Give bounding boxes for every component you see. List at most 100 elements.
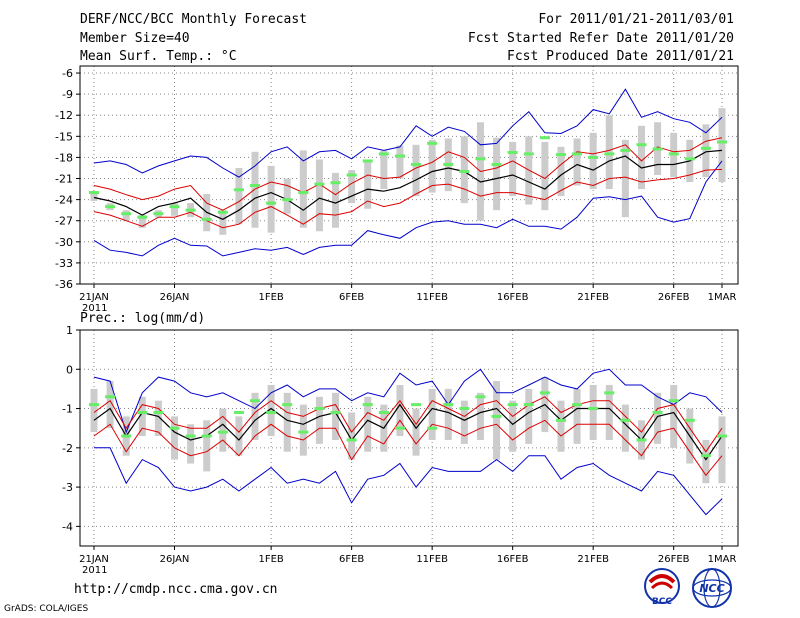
temp-variable-label: Mean Surf. Temp.: °C — [80, 49, 237, 64]
observed-mark — [717, 140, 727, 144]
ensemble-box — [283, 392, 291, 452]
chart-1-group: -6 -9 -12 -15 -18 -21 -24 -27 -30 -33 -36 21JAN 26JA… — [55, 65, 739, 326]
observed-mark — [394, 154, 405, 158]
observed-mark — [668, 399, 679, 403]
ensemble-box — [299, 150, 307, 228]
observed-mark — [314, 182, 325, 186]
observed-mark — [652, 410, 663, 414]
chart-2-group: 1 0 -1 -2 -3 -4 21JAN 26JAN 1FEB 6FEB 11FEB 16FEB 21… — [62, 324, 739, 576]
ensemble-box — [251, 151, 259, 228]
ensemble-box — [235, 416, 243, 456]
y-tick-label: -30 — [55, 236, 73, 249]
ensemble-box — [702, 124, 710, 178]
x-tick-label: 26FEB — [658, 292, 690, 303]
year-label: 2011 — [82, 565, 107, 576]
ensemble-box — [380, 150, 388, 190]
ensemble-box — [348, 412, 356, 460]
ensemble-box — [171, 416, 179, 460]
observed-mark — [346, 173, 357, 177]
observed-mark — [700, 146, 711, 150]
ensemble-box — [219, 408, 227, 452]
ensemble-box — [154, 400, 162, 437]
ensemble-box — [509, 141, 517, 197]
x-tick-label: 21FEB — [577, 554, 609, 565]
plot-frame — [79, 65, 739, 285]
ensemble-mean-line — [93, 403, 723, 461]
x-tick-label: 1MAR — [708, 554, 737, 565]
ensemble-box — [412, 144, 420, 197]
min-line — [94, 447, 723, 516]
observed-mark — [362, 159, 373, 163]
y-tick-label: -4 — [62, 520, 73, 533]
observed-mark — [459, 169, 470, 173]
observed-mark — [411, 403, 422, 407]
bcc-logo-text: BCC — [652, 597, 672, 607]
website-url[interactable]: http://cmdp.ncc.cma.gov.cn — [74, 582, 278, 597]
ensemble-box — [219, 210, 227, 235]
ensemble-box — [235, 167, 243, 225]
observed-mark — [201, 434, 212, 438]
ensemble-box — [493, 381, 501, 460]
observed-mark — [604, 152, 615, 156]
bcc-logo: BCC — [644, 568, 680, 607]
observed-mark — [121, 212, 132, 216]
ensemble-box — [428, 139, 436, 193]
y-tick-label: -15 — [55, 130, 73, 143]
observed-mark — [604, 391, 615, 395]
observed-mark — [169, 205, 180, 209]
y-tick-label: -36 — [55, 278, 73, 291]
ensemble-box — [122, 210, 130, 221]
ensemble-box — [283, 178, 291, 214]
observed-mark — [378, 410, 389, 414]
observed-mark — [427, 141, 438, 145]
observed-mark — [201, 217, 212, 221]
ensemble-box — [718, 108, 726, 183]
lower-spread-line — [93, 168, 723, 229]
year-label: 2011 — [82, 303, 107, 314]
observed-mark — [137, 410, 148, 414]
ncc-logo: NCC — [692, 568, 732, 608]
y-tick-label: -1 — [62, 403, 73, 416]
x-tick-label: 11FEB — [416, 554, 448, 565]
observed-mark — [684, 157, 695, 161]
precip-variable-label: Prec.: log(mm/d) — [80, 311, 205, 326]
observed-mark — [572, 403, 583, 407]
ensemble-box — [605, 115, 613, 190]
observed-mark — [185, 434, 196, 438]
ensemble-box — [348, 170, 356, 204]
observed-mark — [362, 403, 373, 407]
y-tick-label: -33 — [55, 257, 73, 270]
ensemble-box — [267, 165, 275, 233]
y-tick-label: -12 — [55, 109, 73, 122]
x-tick-label: 6FEB — [339, 554, 364, 565]
observed-mark — [443, 162, 454, 166]
ensemble-box — [637, 125, 645, 190]
ensemble-box — [621, 139, 629, 218]
observed-mark — [572, 152, 583, 156]
ensemble-box — [299, 404, 307, 456]
y-tick-label: -6 — [62, 67, 73, 80]
observed-mark — [668, 152, 679, 156]
grads-credit: GrADS: COLA/IGES — [4, 604, 89, 614]
observed-mark — [636, 143, 647, 147]
y-tick-label: -27 — [55, 215, 73, 228]
y-tick-label: -18 — [55, 151, 73, 164]
ensemble-box — [509, 400, 517, 452]
ensemble-box — [621, 404, 629, 452]
observed-mark — [217, 210, 228, 214]
ensemble-box — [589, 384, 597, 440]
observed-mark — [443, 403, 454, 407]
produced-date: Fcst Produced Date 2011/01/21 — [507, 49, 734, 64]
ensemble-mean-line — [93, 149, 723, 220]
observed-mark — [266, 410, 277, 414]
observed-mark — [411, 162, 422, 166]
min-line — [93, 160, 723, 257]
observed-mark — [491, 162, 502, 166]
ensemble-box — [138, 396, 146, 437]
ensemble-box — [718, 416, 726, 484]
max-line — [93, 368, 723, 434]
ensemble-box — [460, 136, 468, 204]
ensemble-box — [251, 392, 259, 440]
observed-mark — [330, 181, 341, 185]
